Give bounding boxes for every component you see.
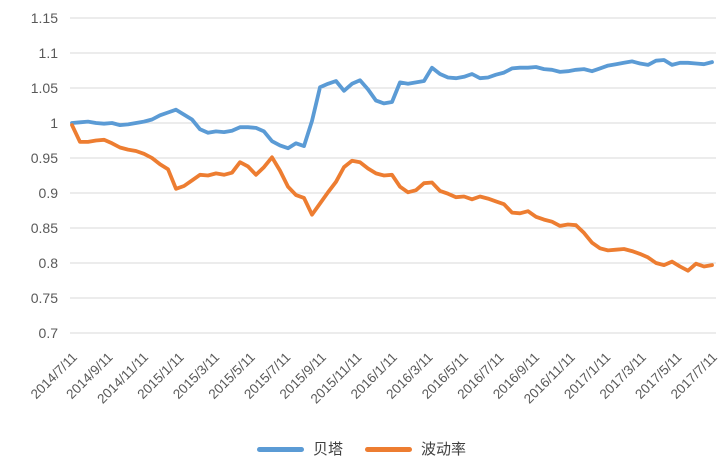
legend-label-volatility: 波动率 xyxy=(421,440,467,458)
y-axis-labels: 1.15 1.1 1.05 1 0.95 0.9 0.85 0.8 0.75 0.7 xyxy=(31,10,58,341)
y-tick-label: 1.15 xyxy=(31,10,58,26)
y-tick-label: 0.85 xyxy=(31,220,58,236)
gridlines xyxy=(70,17,716,334)
y-tick-label: 0.95 xyxy=(31,150,58,166)
y-tick-label: 0.8 xyxy=(39,255,59,271)
legend-marker-volatility xyxy=(365,446,412,452)
legend: 贝塔 波动率 xyxy=(0,436,723,462)
y-tick-label: 0.9 xyxy=(39,185,59,201)
series-line-beta xyxy=(70,58,714,151)
y-tick-label: 1 xyxy=(50,115,58,131)
y-tick-label: 0.75 xyxy=(31,290,58,306)
legend-label-beta: 贝塔 xyxy=(312,440,343,458)
y-tick-label: 1.05 xyxy=(31,80,58,96)
y-tick-label: 0.7 xyxy=(39,325,59,341)
x-axis-labels: 2014/7/112014/9/112014/11/112015/1/11201… xyxy=(28,350,720,407)
legend-marker-beta xyxy=(256,446,304,452)
y-tick-label: 1.1 xyxy=(39,45,59,61)
series-line-volatility xyxy=(70,123,714,273)
legend-item-beta[interactable]: 贝塔 xyxy=(256,440,343,458)
series-lines xyxy=(70,58,714,273)
legend-item-volatility[interactable]: 波动率 xyxy=(365,442,466,457)
